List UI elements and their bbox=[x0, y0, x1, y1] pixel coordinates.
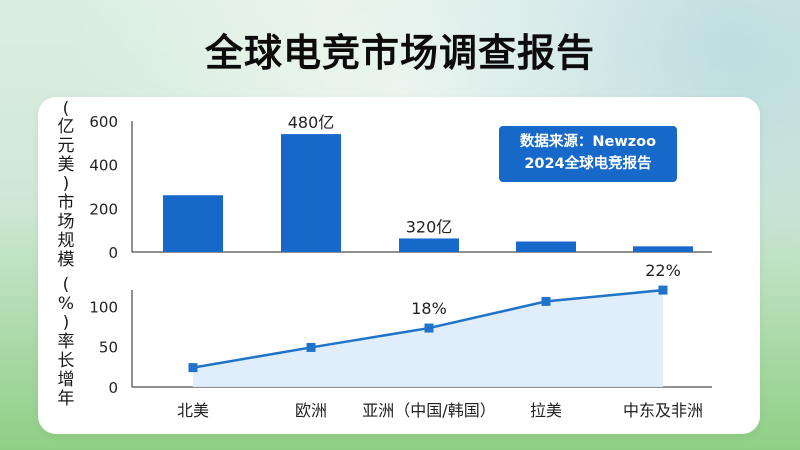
data-point bbox=[541, 296, 551, 306]
line-y-tick-label: 0 bbox=[108, 379, 118, 397]
bar-y-tick-label: 0 bbox=[108, 244, 118, 262]
bar bbox=[399, 238, 459, 252]
bar-y-tick-label: 400 bbox=[89, 157, 118, 175]
data-point bbox=[658, 285, 668, 295]
data-point bbox=[306, 342, 316, 352]
line-area bbox=[193, 290, 663, 387]
x-tick-label: 中东及非洲 bbox=[623, 401, 703, 420]
bar bbox=[281, 134, 341, 252]
data-point bbox=[424, 323, 434, 333]
bar-y-tick-label: 600 bbox=[89, 113, 118, 131]
x-tick-label: 亚洲（中国/韩国） bbox=[362, 401, 495, 420]
bar bbox=[163, 195, 223, 252]
bar-ylabel-unit: ( bbox=[62, 99, 70, 119]
source-box: 数据来源：Newzoo 2024全球电竞报告 bbox=[499, 126, 677, 182]
line-y-tick-label: 50 bbox=[99, 339, 118, 357]
line-ylabel: (%) 率长增年 bbox=[57, 275, 75, 409]
line-data-label: 22% bbox=[645, 261, 681, 280]
bar bbox=[516, 241, 576, 252]
line-y-tick-label: 100 bbox=[89, 298, 118, 316]
bar-data-label: 320亿 bbox=[406, 217, 453, 236]
bar bbox=[633, 246, 693, 252]
bar-ylabel: 亿元美) 市场规模 bbox=[57, 117, 75, 270]
x-tick-label: 欧洲 bbox=[295, 401, 327, 420]
page-title: 全球电竞市场调查报告 bbox=[204, 31, 595, 75]
data-point bbox=[188, 363, 198, 373]
source-line-1: 数据来源：Newzoo bbox=[519, 134, 657, 150]
bar-y-tick-label: 200 bbox=[89, 200, 118, 218]
line-data-label: 18% bbox=[411, 299, 447, 318]
source-line-2: 2024全球电竞报告 bbox=[524, 156, 652, 172]
x-tick-label: 北美 bbox=[177, 401, 209, 420]
x-tick-label: 拉美 bbox=[530, 401, 562, 420]
bar-data-label: 480亿 bbox=[288, 113, 335, 132]
